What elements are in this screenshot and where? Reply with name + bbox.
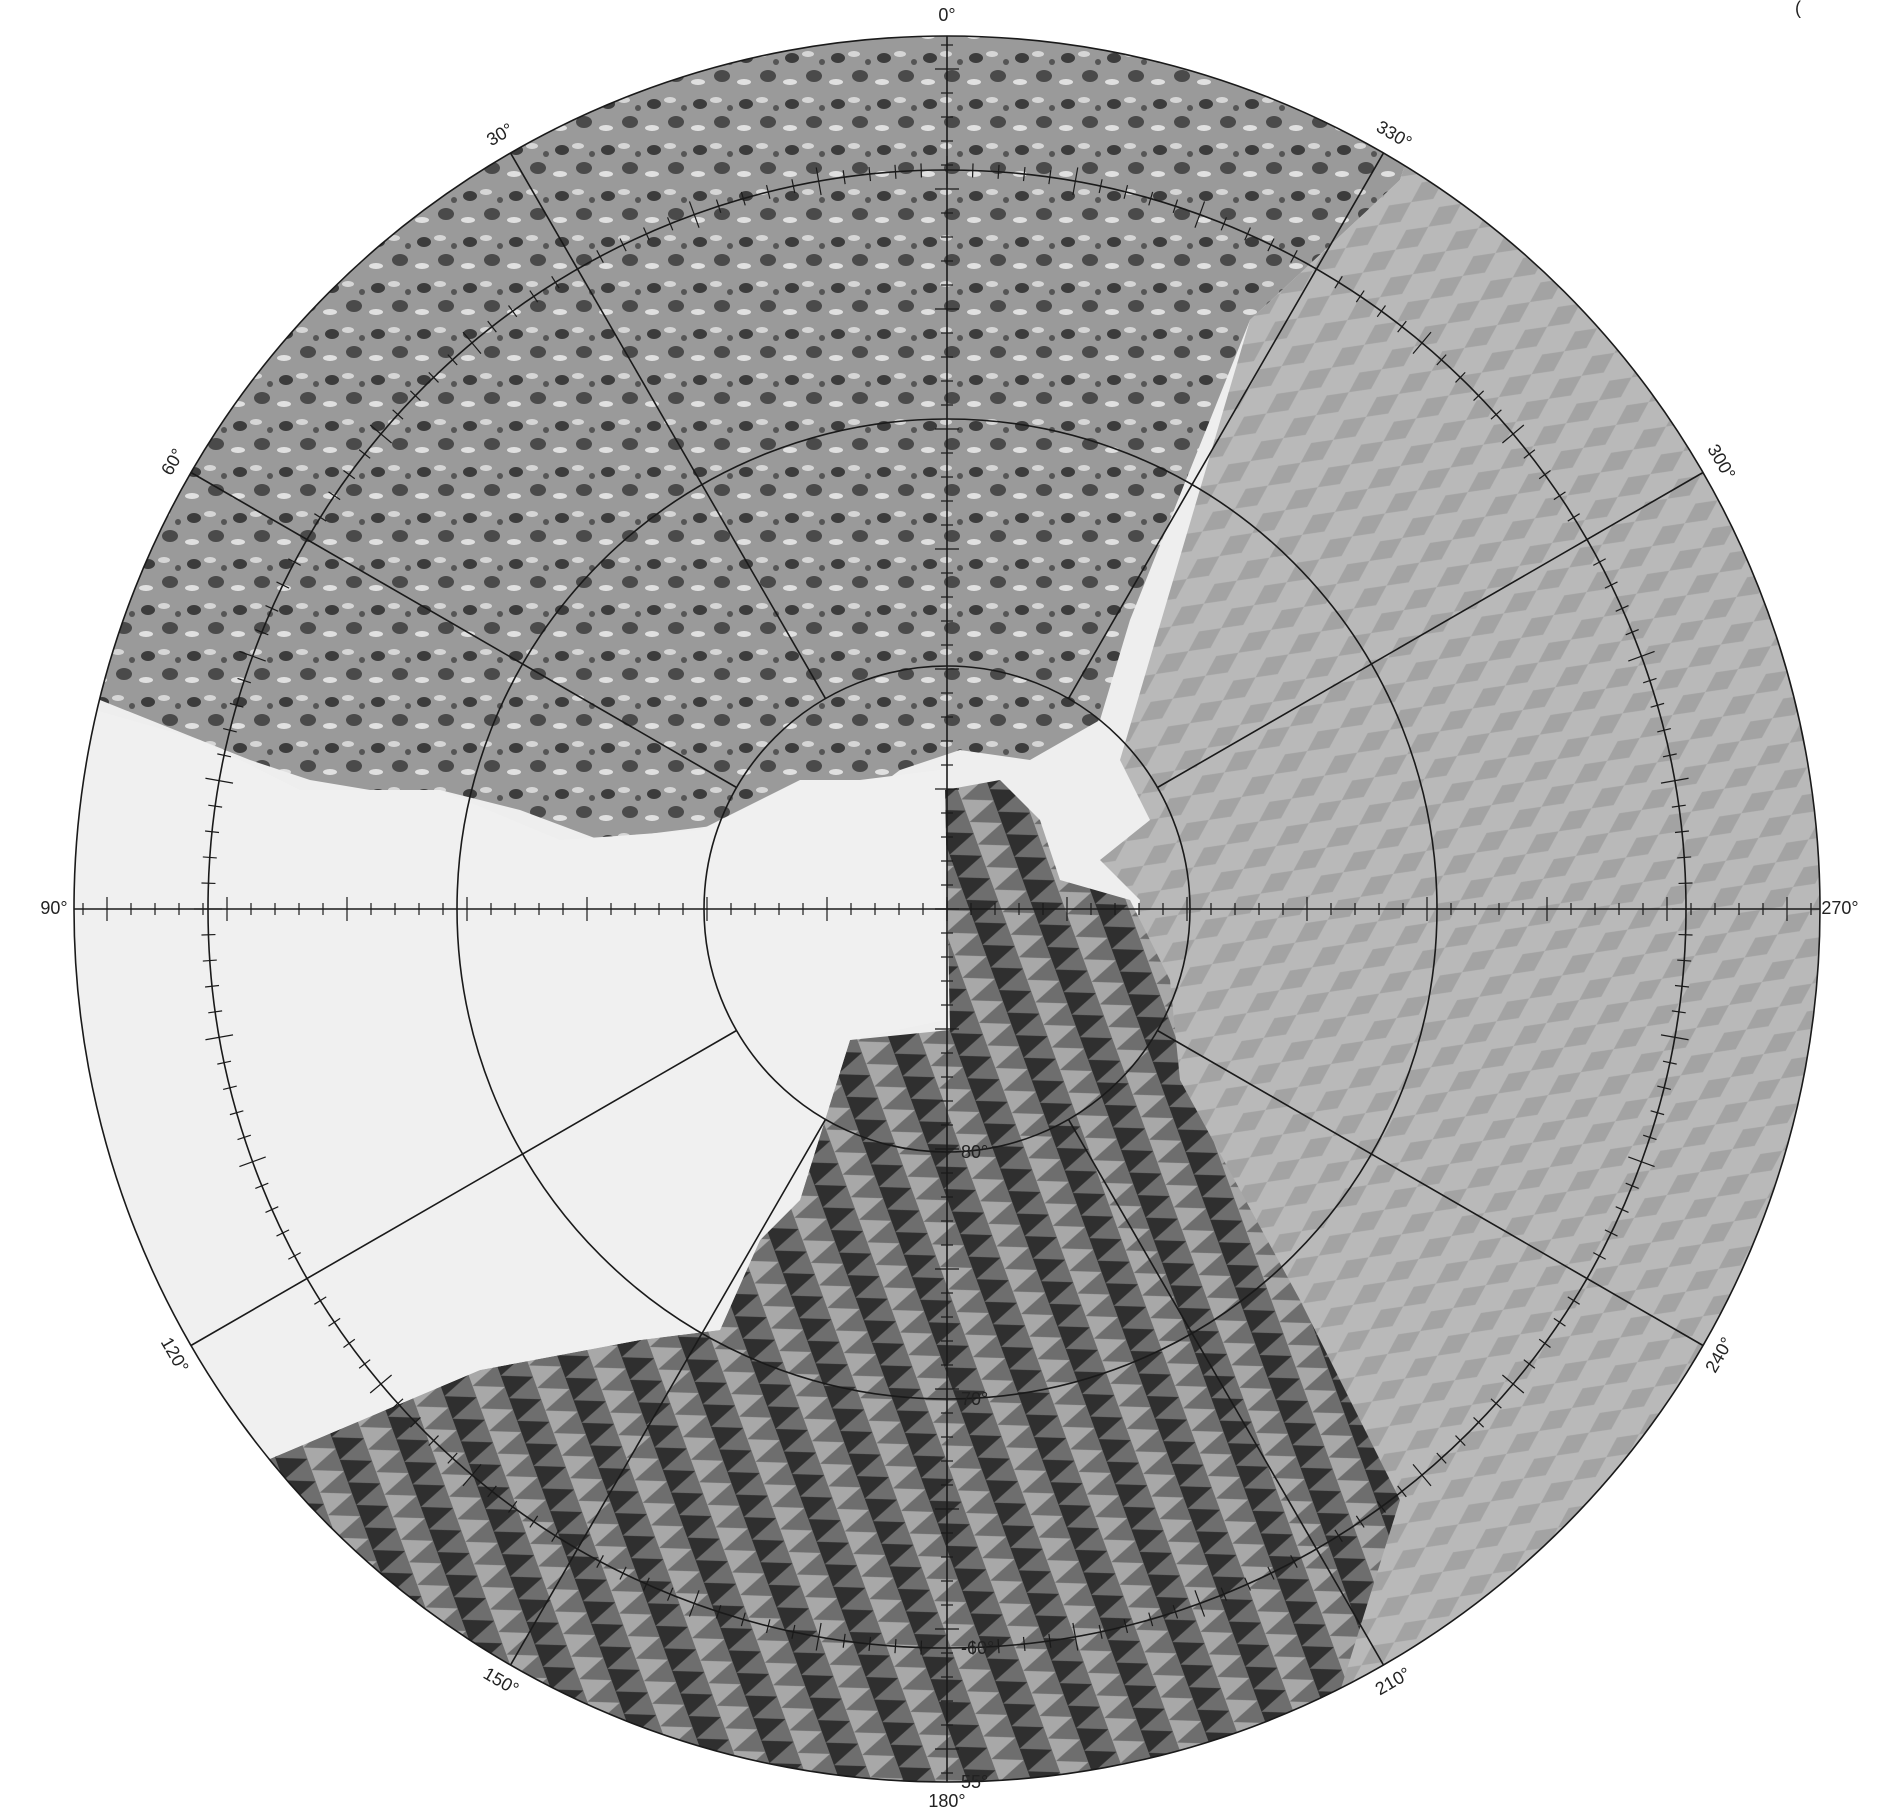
graticule [73, 35, 1821, 1783]
longitude-label: 330° [1373, 117, 1415, 153]
longitude-label: 90° [40, 898, 67, 918]
latitude-label: 70° [961, 1389, 988, 1409]
meridian-line [190, 1029, 737, 1347]
longitude-label: 60° [157, 445, 188, 479]
longitude-label: 300° [1703, 441, 1739, 483]
meridian-line [1157, 1029, 1704, 1347]
no-data-region [74, 700, 945, 1480]
longitude-label: 270° [1821, 898, 1858, 918]
southern-terrain-region [200, 780, 1400, 1782]
longitude-label: 30° [483, 119, 517, 150]
tick-marks [82, 44, 1812, 1774]
longitude-label: 0° [938, 5, 955, 25]
latitude-label: 55° [961, 1772, 988, 1792]
corner-text: ( [1795, 0, 1801, 18]
latitude-label: 80° [961, 1142, 988, 1162]
meridian-line [1067, 1119, 1385, 1666]
longitude-label: 180° [928, 1791, 965, 1811]
meridian-line [509, 1119, 827, 1666]
latitude-label: -60° [961, 1638, 994, 1658]
meridian-line [190, 471, 737, 789]
meridian-line [1157, 471, 1704, 789]
meridian-line [1067, 152, 1385, 699]
meridian-line [509, 152, 827, 699]
